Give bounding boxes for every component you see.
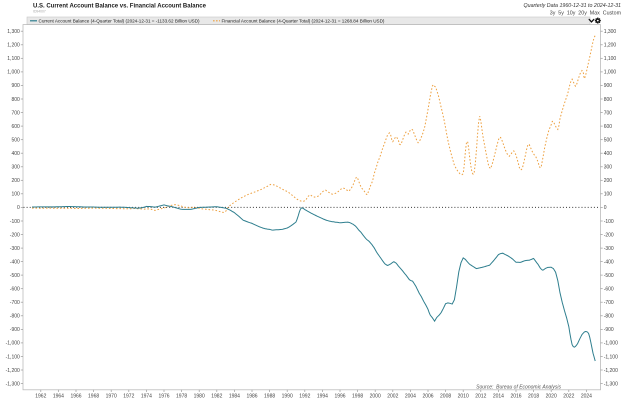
svg-text:1,100: 1,100 [7,56,20,62]
svg-text:0: 0 [604,205,607,211]
svg-text:900: 900 [604,83,613,89]
svg-text:1974: 1974 [141,393,152,399]
svg-text:1,000: 1,000 [7,70,20,76]
svg-text:2006: 2006 [422,393,433,399]
svg-text:-300: -300 [10,246,20,252]
svg-text:700: 700 [11,110,20,116]
svg-text:1,300: 1,300 [7,29,20,35]
svg-text:0: 0 [17,205,20,211]
svg-text:1978: 1978 [176,393,187,399]
svg-text:1,200: 1,200 [7,43,20,49]
svg-text:Quarterly Data 1960-12-31 to 2: Quarterly Data 1960-12-31 to 2024-12-31 [524,3,622,9]
svg-text:-600: -600 [10,287,20,293]
svg-text:-1,000: -1,000 [604,341,618,347]
svg-text:1962: 1962 [35,393,46,399]
svg-text:1988: 1988 [264,393,275,399]
svg-text:100: 100 [604,192,613,198]
svg-text:1970: 1970 [106,393,117,399]
svg-text:-300: -300 [604,246,614,252]
svg-text:700: 700 [604,110,613,116]
svg-text:-500: -500 [10,273,20,279]
svg-text:2014: 2014 [493,393,504,399]
svg-text:500: 500 [604,138,613,144]
svg-text:2008: 2008 [440,393,451,399]
svg-text:-700: -700 [604,300,614,306]
svg-text:-800: -800 [10,314,20,320]
svg-text:-1,100: -1,100 [604,354,618,360]
svg-text:3y 5y 10y 20y Max Custom: 3y 5y 10y 20y Max Custom [550,11,622,17]
svg-text:1966: 1966 [70,393,81,399]
svg-text:200: 200 [604,178,613,184]
svg-text:U.S. Current Account Balance v: U.S. Current Account Balance vs. Financi… [33,4,207,10]
svg-text:1990: 1990 [282,393,293,399]
svg-text:-900: -900 [10,327,20,333]
svg-text:800: 800 [11,97,20,103]
svg-text:2018: 2018 [528,393,539,399]
svg-text:-1,300: -1,300 [604,381,618,387]
svg-text:300: 300 [604,165,613,171]
svg-text:1994: 1994 [317,393,328,399]
svg-text:2004: 2004 [405,393,416,399]
svg-text:1,100: 1,100 [604,56,617,62]
svg-text:1,000: 1,000 [604,70,617,76]
svg-text:200: 200 [11,178,20,184]
svg-text:-200: -200 [604,232,614,238]
svg-text:-700: -700 [10,300,20,306]
svg-text:1998: 1998 [352,393,363,399]
svg-text:1972: 1972 [123,393,134,399]
svg-text:-800: -800 [604,314,614,320]
svg-text:1986: 1986 [246,393,257,399]
svg-text:-500: -500 [604,273,614,279]
svg-text:2020: 2020 [546,393,557,399]
svg-text:-1,300: -1,300 [6,381,20,387]
svg-text:ID94007: ID94007 [33,9,46,13]
svg-text:-1,000: -1,000 [6,341,20,347]
svg-text:800: 800 [604,97,613,103]
svg-text:-600: -600 [604,287,614,293]
svg-text:-200: -200 [10,232,20,238]
svg-text:100: 100 [11,192,20,198]
svg-text:500: 500 [11,138,20,144]
svg-text:-1,200: -1,200 [604,368,618,374]
svg-text:600: 600 [11,124,20,130]
svg-text:Source: Bureau of Economic An: Source: Bureau of Economic Analysis [476,384,561,390]
svg-text:1992: 1992 [299,393,310,399]
svg-text:-400: -400 [10,259,20,265]
svg-text:-100: -100 [10,219,20,225]
svg-text:2024: 2024 [581,393,592,399]
svg-text:-100: -100 [604,219,614,225]
svg-text:1964: 1964 [53,393,64,399]
svg-text:-1,200: -1,200 [6,368,20,374]
svg-text:300: 300 [11,165,20,171]
svg-text:900: 900 [11,83,20,89]
svg-text:2016: 2016 [510,393,521,399]
svg-text:2010: 2010 [458,393,469,399]
svg-text:1982: 1982 [211,393,222,399]
svg-text:1976: 1976 [158,393,169,399]
svg-text:1,200: 1,200 [604,43,617,49]
svg-text:1,300: 1,300 [604,29,617,35]
svg-text:1984: 1984 [229,393,240,399]
svg-text:2022: 2022 [563,393,574,399]
svg-text:Financial Account Balance (4-Q: Financial Account Balance (4-Quarter Tot… [222,19,385,24]
svg-text:-400: -400 [604,259,614,265]
svg-text:1968: 1968 [88,393,99,399]
svg-text:1996: 1996 [334,393,345,399]
svg-text:2012: 2012 [475,393,486,399]
svg-text:600: 600 [604,124,613,130]
svg-text:1980: 1980 [194,393,205,399]
svg-text:-900: -900 [604,327,614,333]
svg-text:400: 400 [11,151,20,157]
svg-text:Current Account Balance (4-Qua: Current Account Balance (4-Quarter Total… [39,19,201,24]
svg-text:2002: 2002 [387,393,398,399]
svg-text:2000: 2000 [370,393,381,399]
svg-text:-1,100: -1,100 [6,354,20,360]
svg-text:400: 400 [604,151,613,157]
